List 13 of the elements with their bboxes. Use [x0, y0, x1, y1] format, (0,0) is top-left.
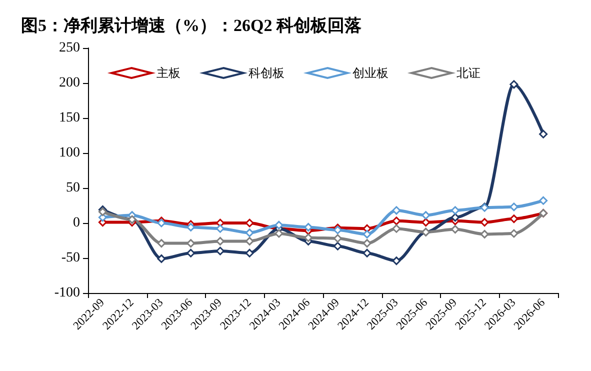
y-tick-label: -50	[61, 250, 80, 266]
y-tick-label: 250	[59, 40, 80, 56]
legend-label: 科创板	[248, 66, 284, 80]
chart-title: 图5：净利累计增速（%）：26Q2 科创板回落	[21, 16, 362, 35]
legend-label: 主板	[156, 66, 180, 80]
y-tick-label: 100	[59, 146, 80, 160]
y-tick-label: 200	[59, 76, 80, 90]
y-tick-label: -100	[54, 286, 80, 300]
y-tick-label: 0	[73, 216, 80, 230]
legend-label: 北证	[456, 66, 480, 80]
y-tick-label: 150	[59, 110, 80, 126]
legend-label: 创业板	[352, 66, 388, 80]
y-tick-label: 50	[66, 180, 80, 196]
